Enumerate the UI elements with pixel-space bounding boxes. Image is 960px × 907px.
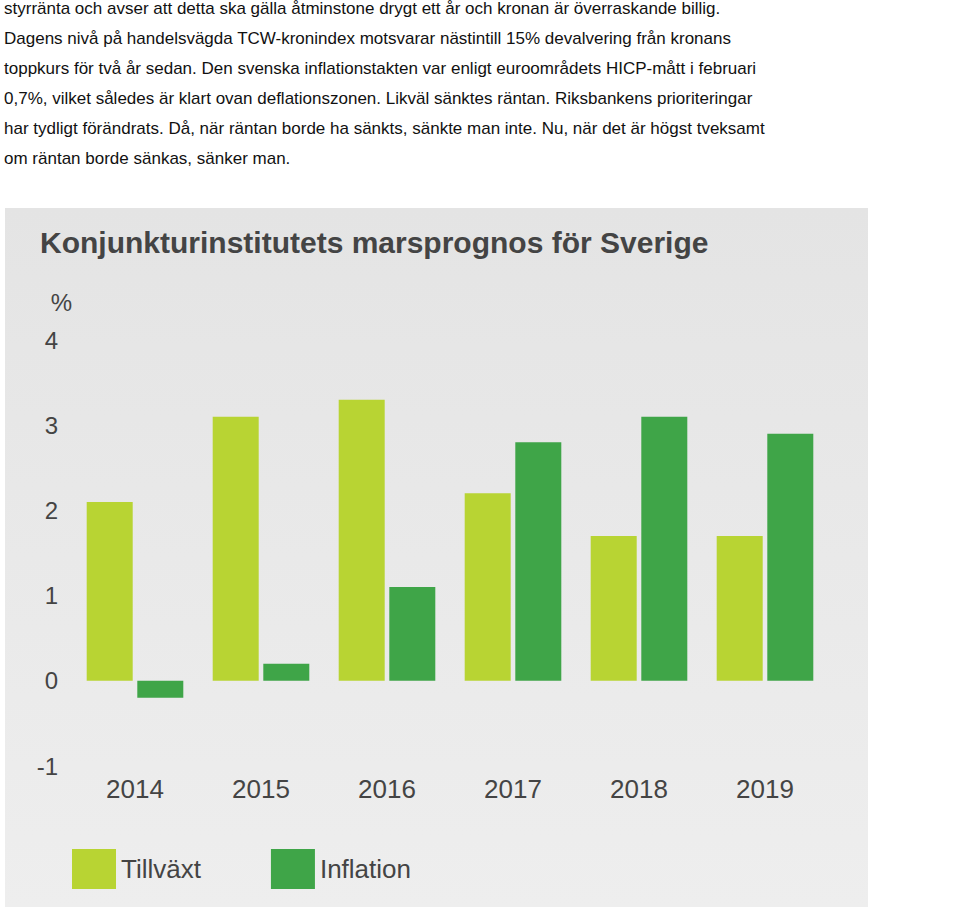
html-text:0,7%, vilket således är klart: 0,7%, vilket således är klart ovan defla… (4, 89, 753, 108)
svg-text:Inflation: Inflation (320, 854, 411, 884)
svg-text:2018: 2018 (610, 774, 668, 804)
svg-text:2015: 2015 (232, 774, 290, 804)
svg-text:4: 4 (45, 327, 58, 354)
svg-text:2: 2 (45, 497, 58, 524)
html-text:styrränta och avser att detta: styrränta och avser att detta ska gälla … (4, 0, 721, 18)
svg-text:1: 1 (45, 582, 58, 609)
html-text:Dagens nivå på handelsvägda TC: Dagens nivå på handelsvägda TCW-kroninde… (4, 29, 731, 48)
svg-text:2017: 2017 (484, 774, 542, 804)
html-text:har tydligt förändrats. Då, nä: har tydligt förändrats. Då, när räntan b… (4, 119, 765, 138)
svg-text:2016: 2016 (358, 774, 416, 804)
svg-text:Konjunkturinstitutets marsprog: Konjunkturinstitutets marsprognos för Sv… (40, 226, 708, 259)
svg-text:3: 3 (45, 412, 58, 439)
svg-text:Tillväxt: Tillväxt (121, 854, 202, 884)
svg-text:-1: -1 (37, 753, 58, 780)
html-text:toppkurs för två år sedan. Den: toppkurs för två år sedan. Den svenska i… (4, 59, 757, 78)
svg-text:2019: 2019 (736, 774, 794, 804)
svg-text:0: 0 (45, 667, 58, 694)
html-text:om räntan borde sänkas, sänker: om räntan borde sänkas, sänker man. (4, 149, 291, 168)
svg-text:2014: 2014 (106, 774, 164, 804)
svg-text:%: % (51, 289, 72, 316)
